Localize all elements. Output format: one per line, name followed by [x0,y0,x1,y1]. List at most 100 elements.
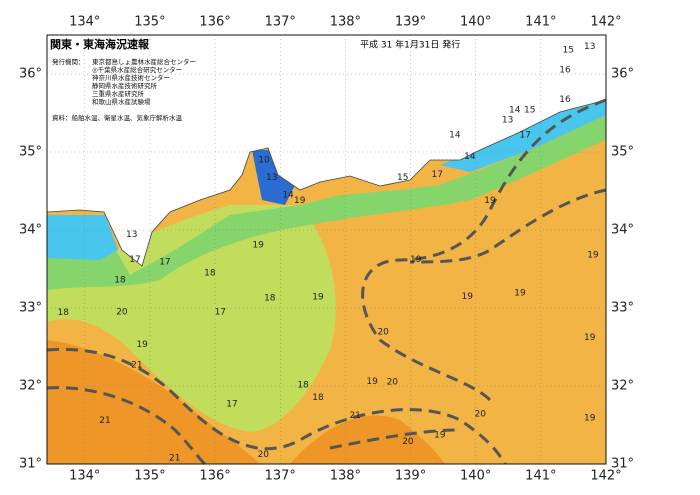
lon-tick-label: 142° [590,469,621,484]
issued-date: 平成 31 年1月31日 発行 [360,39,460,51]
contour-label: 13 [502,116,513,126]
agency: 東京都島しょ農林水産総合センター [92,57,196,66]
contour-label: 17 [159,257,170,267]
contour-label: 19 [587,250,599,260]
contour-label: 13 [126,230,137,240]
lat-tick-label: 36° [611,67,634,82]
cold-bay [47,215,118,260]
ise-bay [252,150,295,205]
lon-tick-label: 140° [460,469,491,484]
lon-tick-label: 135° [134,469,165,484]
contour-label: 10 [258,155,270,165]
contour-label: 19 [484,196,496,206]
contour-label: 13 [266,173,277,183]
contour-label: 19 [312,293,324,303]
agency: 静岡県水産技術研究所 [92,81,158,90]
lon-tick-label: 135° [134,15,165,30]
agencies: 東京都島しょ農林水産総合センター◎千葉県水産総合研究センター神奈川県水産技術セン… [92,57,196,106]
lon-tick-label: 136° [199,15,230,30]
agency: 三重県水産研究所 [92,89,145,98]
contour-label: 20 [258,450,270,460]
lat-tick-label: 32° [611,379,634,394]
contour-label: 14 [464,152,476,162]
contour-label: 17 [519,130,530,140]
contour-label: 21 [169,453,180,463]
lat-tick-label: 31° [611,457,634,472]
contour-label: 13 [584,42,595,52]
contour-label: 17 [432,170,443,180]
lat-tick-label: 34° [19,223,42,238]
current-axis [46,98,607,466]
contour-label: 20 [377,328,389,338]
contour-label: 21 [131,360,142,370]
contour-label: 20 [387,378,399,388]
warm-region [47,340,260,464]
agency: 和歌山県水産試験場 [92,97,151,106]
contour-label: 19 [366,377,378,387]
contour-label: 19 [462,292,474,302]
lat-tick-label: 33° [611,301,634,316]
contour-label: 20 [116,307,128,317]
lon-tick-label: 134° [69,15,100,30]
lon-tick-label: 140° [460,15,491,30]
lat-tick-label: 32° [19,379,42,394]
contour-label: 21 [349,411,360,421]
contour-label: 21 [99,416,110,426]
agencies-label: 発行機関： [52,57,85,66]
map-frame [46,34,607,465]
contour-label: 14 [509,105,521,115]
lat-tick-label: 33° [19,301,42,316]
contour-label: 19 [136,340,148,350]
lon-tick-label: 138° [330,469,361,484]
contour-label: 19 [584,333,596,343]
contour-label: 14 [449,130,461,140]
contour-label: 17 [215,307,226,317]
contour-label: 18 [204,268,216,278]
contour-label: 19 [294,196,306,206]
coastal-region [47,115,606,290]
lat-tick-label: 31° [19,457,42,472]
agency: 神奈川県水産技術センター [92,73,170,82]
contour-label: 15 [397,173,408,183]
lon-tick-label: 137° [265,469,296,484]
land [46,34,607,267]
contour-label: 19 [514,289,526,299]
lon-tick-label: 141° [525,469,556,484]
contour-label: 18 [264,293,276,303]
sources: 資料：船舶水温、衛星水温、気象庁解析水温 [52,113,183,122]
lon-tick-label: 137° [265,15,296,30]
agency: ◎千葉県水産総合研究センター [92,65,182,74]
lon-tick-label: 134° [69,469,100,484]
lat-tick-label: 35° [611,145,634,160]
contour-label: 18 [312,393,324,403]
lat-tick-label: 34° [611,223,634,238]
lon-tick-label: 136° [199,469,230,484]
contour-label: 17 [129,255,140,265]
contour-label: 17 [226,399,237,409]
lon-tick-label: 139° [395,469,426,484]
lon-tick-label: 138° [330,15,361,30]
lon-tick-label: 142° [590,15,621,30]
contour-label: 15 [562,45,573,55]
contour-label: 18 [297,381,309,391]
contour-label: 20 [475,410,487,420]
lat-tick-label: 36° [19,67,42,82]
contour-label: 16 [559,95,571,105]
contour-label: 19 [584,413,596,423]
contour-label: 14 [282,190,294,200]
contour-label: 16 [559,66,571,76]
contour-label: 18 [114,275,126,285]
contour-label: 20 [402,437,414,447]
contour-label: 19 [252,240,264,250]
contour-label: 19 [410,255,422,265]
title: 関東・東海海況速報 [50,37,150,51]
lon-tick-label: 141° [525,15,556,30]
lon-tick-label: 139° [395,15,426,30]
lat-tick-label: 35° [19,145,42,160]
contour-label: 15 [524,105,535,115]
contour-label: 19 [434,431,446,441]
cold-coast [440,70,606,172]
contour-label: 18 [58,308,70,318]
